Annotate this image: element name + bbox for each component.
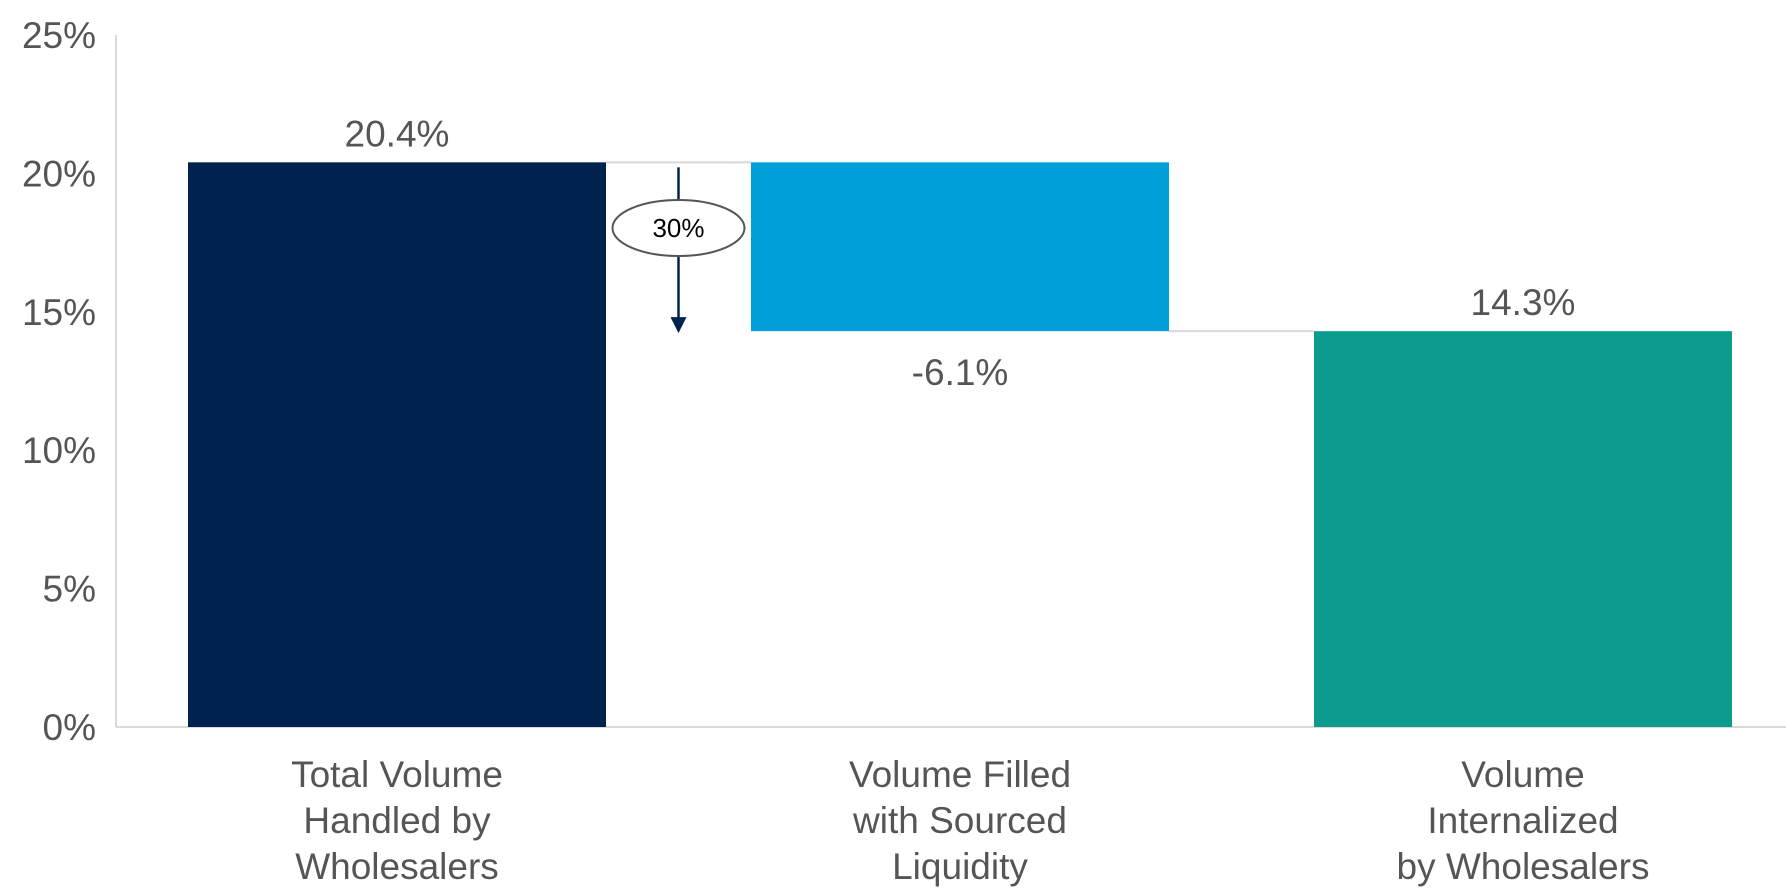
- annotation: 30%: [611, 167, 746, 334]
- data-label: -6.1%: [912, 352, 1009, 393]
- y-tick-label: 0%: [43, 707, 96, 748]
- category-label-line: Volume Filled: [849, 754, 1071, 795]
- arrow-head-icon: [670, 317, 687, 334]
- data-label: 14.3%: [1471, 282, 1576, 323]
- data-label: 20.4%: [345, 113, 450, 154]
- callout-label: 30%: [652, 213, 704, 243]
- category-label-line: with Sourced: [852, 800, 1067, 841]
- connector-lines: [606, 161, 1314, 333]
- category-label: Volume Filled with Sourced Liquidity: [849, 754, 1071, 887]
- y-axis: 0% 5% 10% 15% 20% 25%: [22, 15, 117, 748]
- category-label: Total Volume Handled by Wholesalers: [291, 754, 503, 887]
- category-label: Volume Internalized by Wholesalers: [1397, 754, 1650, 887]
- bars: [188, 162, 1732, 727]
- bar: [188, 162, 606, 727]
- category-label-line: Volume: [1461, 754, 1584, 795]
- y-tick-label: 5%: [43, 569, 96, 610]
- y-tick-label: 20%: [22, 153, 96, 194]
- callout-oval: [611, 199, 746, 257]
- bar: [751, 162, 1169, 332]
- data-labels: 20.4% -6.1% 14.3%: [345, 113, 1576, 393]
- category-label-line: by Wholesalers: [1397, 846, 1650, 887]
- category-label-line: Total Volume: [291, 754, 503, 795]
- bar: [1314, 331, 1732, 727]
- y-tick-label: 15%: [22, 292, 96, 333]
- category-label-line: Liquidity: [892, 846, 1028, 887]
- y-tick-label: 25%: [22, 15, 96, 56]
- category-label-line: Handled by: [303, 800, 491, 841]
- y-tick-label: 10%: [22, 430, 96, 471]
- category-label-line: Internalized: [1427, 800, 1618, 841]
- category-labels: Total Volume Handled by Wholesalers Volume …: [291, 754, 1649, 887]
- category-label-line: Wholesalers: [295, 846, 499, 887]
